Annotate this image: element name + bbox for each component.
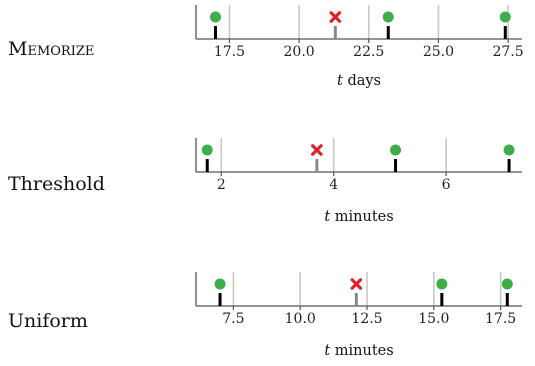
success-point bbox=[501, 278, 513, 290]
x-tick-label: 17.5 bbox=[214, 44, 245, 60]
x-axis-label: t minutes bbox=[324, 209, 393, 225]
row-label: Threshold bbox=[8, 173, 105, 195]
x-axis-unit: minutes bbox=[335, 209, 394, 225]
x-tick-label: 4 bbox=[329, 177, 338, 193]
x-axis-variable: t bbox=[337, 73, 343, 89]
failure-cross-stroke bbox=[350, 278, 363, 290]
row-label: Uniform bbox=[8, 310, 88, 332]
x-axis-variable: t bbox=[324, 209, 330, 225]
failure-point bbox=[311, 144, 323, 156]
x-tick-label: 17.5 bbox=[485, 311, 516, 327]
failure-point bbox=[329, 11, 342, 23]
success-point bbox=[499, 11, 511, 23]
failure-cross-stroke bbox=[311, 144, 323, 156]
x-tick-label: 7.5 bbox=[222, 311, 244, 327]
x-tick-label: 6 bbox=[442, 177, 451, 193]
timeline-panel-3: Uniform 7.5 10.0 12.5 15.0 17.5 t minutes bbox=[8, 272, 522, 359]
row-label: Memorize bbox=[8, 38, 94, 60]
x-axis-label: t minutes bbox=[324, 343, 393, 359]
timeline-panel-2: Threshold 2 4 6 t minutes bbox=[8, 138, 522, 225]
failure-cross-stroke bbox=[329, 11, 342, 23]
x-tick-label: 12.5 bbox=[351, 311, 382, 327]
x-tick-label: 15.0 bbox=[418, 311, 449, 327]
success-point bbox=[214, 278, 226, 290]
x-axis-unit: minutes bbox=[335, 343, 394, 359]
x-tick-label: 22.5 bbox=[353, 44, 384, 60]
x-axis-unit: days bbox=[347, 73, 381, 89]
x-tick-label: 2 bbox=[217, 177, 226, 193]
failure-point bbox=[350, 278, 363, 290]
success-point bbox=[503, 144, 515, 156]
x-tick-label: 25.0 bbox=[423, 44, 454, 60]
x-axis-label: t days bbox=[337, 73, 381, 89]
success-point bbox=[390, 144, 402, 156]
x-tick-label: 10.0 bbox=[285, 311, 316, 327]
success-point bbox=[201, 144, 213, 156]
x-axis-variable: t bbox=[324, 343, 330, 359]
x-tick-label: 27.5 bbox=[492, 44, 523, 60]
success-point bbox=[382, 11, 394, 23]
timeline-panel-1: Memorize 17.5 20.0 22.5 25.0 27.5 t days bbox=[8, 5, 524, 89]
success-point bbox=[210, 11, 222, 23]
success-point bbox=[436, 278, 448, 290]
x-tick-label: 20.0 bbox=[284, 44, 315, 60]
